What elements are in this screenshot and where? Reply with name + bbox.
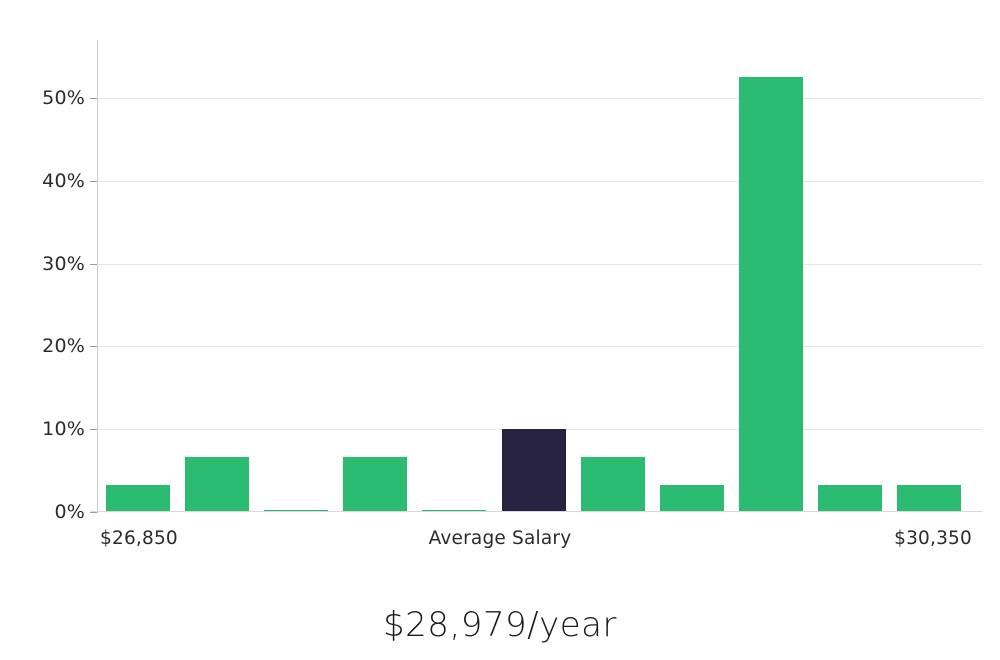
x-axis-title: Average Salary	[428, 528, 572, 549]
y-tick-label: 20%	[42, 335, 85, 358]
y-tick-label: 40%	[42, 169, 85, 192]
bar[interactable]	[817, 484, 882, 512]
gridline	[97, 346, 982, 348]
y-tick-label: 0%	[54, 501, 85, 523]
x-axis-label-right: $30,350	[894, 528, 972, 549]
x-axis-label-left: $26,850	[100, 528, 178, 549]
gridline	[97, 97, 982, 99]
plot-area: 50% 40% 30% 20% 10% 0%	[42, 40, 982, 523]
zero-baseline	[91, 511, 982, 512]
bar[interactable]	[659, 484, 724, 512]
y-tick-mark	[90, 97, 97, 99]
gridline	[97, 263, 982, 265]
gridline	[97, 180, 982, 182]
y-tick-label: 50%	[42, 86, 85, 109]
bar[interactable]	[106, 484, 170, 512]
y-tick-mark	[90, 512, 97, 513]
bar[interactable]	[343, 456, 408, 512]
bar-series	[97, 40, 982, 512]
bar[interactable]	[738, 77, 803, 512]
bar[interactable]	[897, 484, 961, 512]
y-tick-mark	[90, 429, 97, 431]
y-axis-spine	[97, 40, 98, 513]
y-tick-label: 30%	[42, 252, 85, 275]
y-tick-mark	[90, 263, 97, 265]
y-tick-mark	[90, 346, 97, 348]
y-tick-mark	[90, 180, 97, 182]
bar[interactable]	[580, 456, 645, 512]
bar[interactable]	[185, 456, 250, 512]
bar[interactable]	[501, 429, 566, 512]
y-tick-label: 10%	[42, 418, 85, 441]
chart-caption: $28,979/year	[383, 605, 617, 645]
